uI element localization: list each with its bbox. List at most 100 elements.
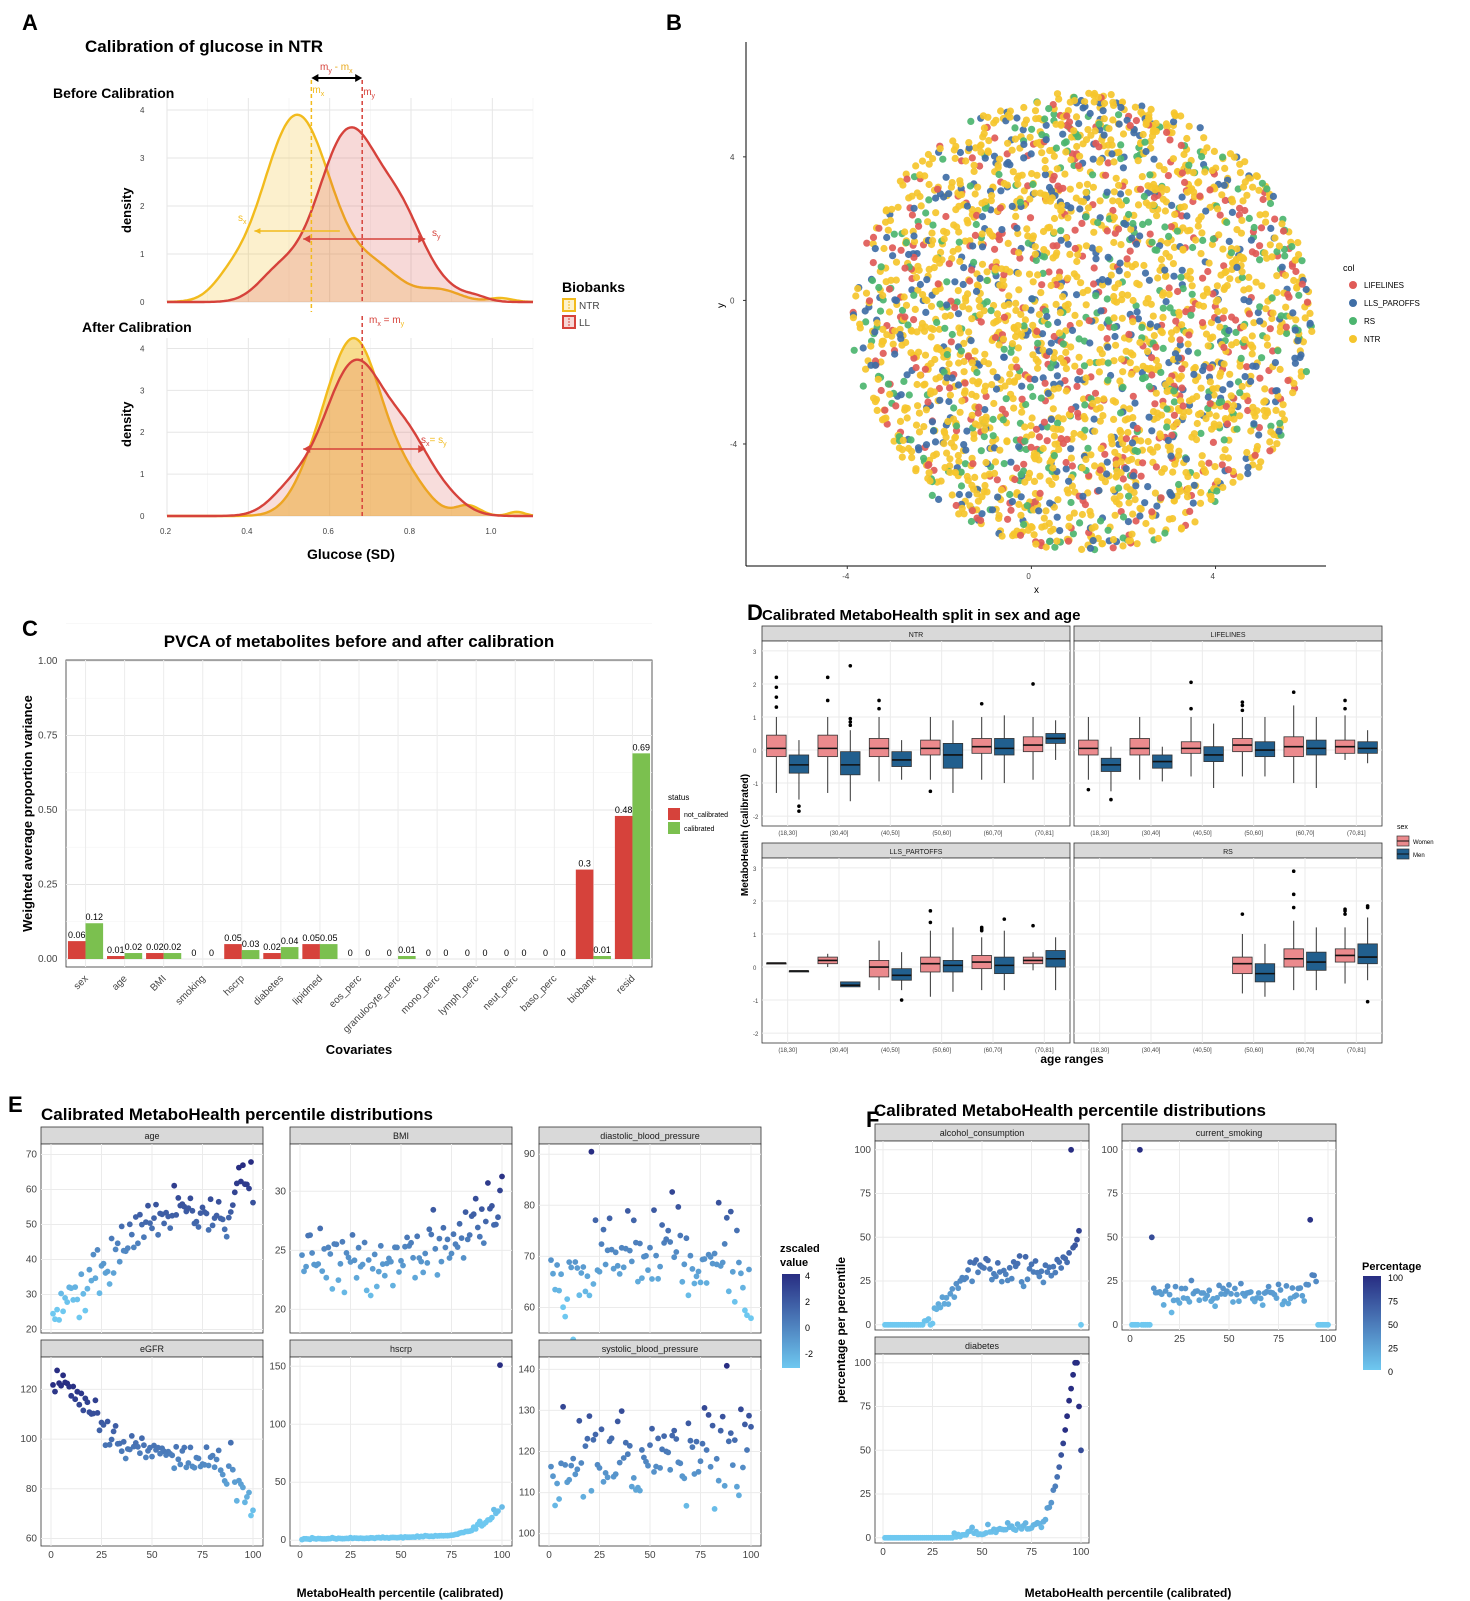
x-tick-label: 75 [197,1550,209,1561]
point-age [171,1182,178,1189]
bar-value-label: 0 [543,948,548,958]
point-ntr [1268,314,1276,323]
point-ntr [925,160,933,168]
point-rs [1256,256,1264,264]
point-rs [1220,436,1228,444]
point-ntr [913,380,921,389]
point-ntr [929,325,937,333]
y-tick-label: 0 [730,296,735,305]
point-rs [1227,249,1235,257]
point-ntr [1108,440,1116,448]
point-lls_paroffs [1044,389,1052,397]
point-ntr [1035,114,1043,123]
point-ntr [1252,172,1260,180]
point-rs [1141,138,1149,146]
point-ntr [1084,126,1092,134]
point-ntr [1089,183,1097,191]
point-lls_paroffs [897,335,905,343]
point-diastolic_blood_pressure [576,1292,583,1299]
point-ntr [1251,412,1259,420]
point-current_smoking [1232,1285,1238,1292]
point-rs [1076,519,1084,527]
point-rs [1139,220,1147,228]
bar-not_calibrated-biobank [575,869,594,959]
point-ntr [1153,443,1161,451]
x-tick-label: (40,50] [1193,1048,1212,1054]
point-rs [1045,105,1053,113]
facet-plot-area [761,640,1071,827]
point-ntr [1133,540,1141,548]
point-BMI [363,1287,370,1294]
point-diastolic_blood_pressure [723,1214,730,1221]
point-lls_paroffs [1018,382,1026,390]
point-diastolic_blood_pressure [711,1250,718,1257]
point-diabetes [1052,1483,1059,1490]
point-lls_paroffs [1244,463,1252,471]
point-diabetes [1062,1427,1069,1433]
point-ntr [1050,214,1059,223]
point-lls_paroffs [1090,415,1098,423]
point-BMI [485,1180,491,1186]
box-outlier [1343,912,1347,916]
legend-tick-label: 50 [1388,1320,1398,1330]
point-lifelines [1165,284,1173,292]
point-ntr [941,464,949,472]
point-rs [1032,256,1040,264]
point-ntr [1292,316,1300,324]
point-lifelines [869,233,878,241]
point-ntr [1059,415,1067,423]
point-age [225,1214,232,1221]
before-calibration-label: Before Calibration [53,85,174,101]
bar-value-label: 0.69 [632,742,650,752]
point-lls_paroffs [1068,326,1077,334]
point-ntr [1169,155,1177,163]
point-ntr [932,209,940,217]
point-rs [1161,529,1169,537]
point-lifelines [1126,247,1134,255]
point-ntr [935,325,944,333]
point-eGFR [122,1455,129,1462]
point-alcohol_consumption [994,1260,1001,1266]
box-outlier [1291,892,1296,897]
y-axis-title: y [716,303,727,308]
point-ntr [1261,385,1269,393]
point-alcohol_consumption [989,1276,995,1283]
point-lls_paroffs [1146,320,1154,328]
point-rs [1011,124,1019,132]
point-rs [1054,419,1062,427]
point-eGFR [141,1442,147,1449]
point-ntr [1154,362,1163,370]
point-ntr [1053,249,1061,257]
point-ntr [922,406,931,414]
point-alcohol_consumption [1022,1253,1029,1260]
point-BMI [460,1255,467,1261]
point-ntr [1073,257,1081,266]
point-ntr [1208,166,1216,174]
point-lls_paroffs [1104,253,1112,261]
point-ntr [985,227,993,235]
point-rs [1028,125,1036,133]
point-BMI [410,1254,416,1261]
point-ntr [955,359,963,367]
point-eGFR [183,1464,190,1471]
point-ntr [915,428,924,436]
point-ntr [937,248,945,256]
point-ntr [983,268,991,276]
point-ntr [946,311,955,320]
point-ntr [1190,193,1199,201]
point-ntr [1098,350,1106,358]
point-lls_paroffs [994,493,1002,501]
legend-key-ntr [1349,335,1357,343]
point-systolic_blood_pressure [721,1482,728,1489]
point-ntr [937,477,945,485]
point-ntr [1245,273,1253,281]
point-systolic_blood_pressure [570,1455,577,1462]
point-ntr [982,458,990,467]
point-diastolic_blood_pressure [681,1261,688,1268]
point-ntr [984,147,992,155]
point-lls_paroffs [1054,318,1062,326]
point-ntr [1101,478,1109,486]
point-BMI [373,1283,380,1290]
point-BMI [365,1257,372,1263]
point-ntr [1034,364,1042,372]
